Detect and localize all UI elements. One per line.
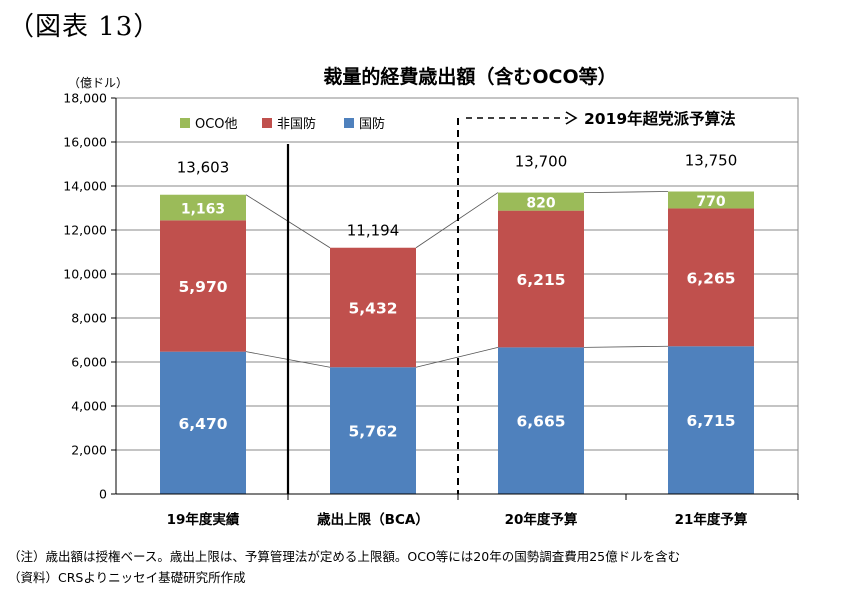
- x-tick-label: 21年度予算: [675, 511, 748, 528]
- x-tick-label: 歳出上限（BCA）: [317, 511, 429, 528]
- bar-value-label: 6,715: [686, 412, 735, 430]
- y-tick-label: 16,000: [63, 135, 107, 150]
- chart: 裁量的経費歳出額（含むOCO等） （億ドル） 6,470 5,970 1,163 13…: [63, 65, 799, 528]
- y-tick-label: 0: [99, 487, 107, 502]
- bar-value-label: 6,665: [516, 413, 565, 431]
- bar-segment: [330, 247, 416, 368]
- bar-value-label: 5,762: [348, 423, 397, 441]
- bar-segment: [668, 191, 754, 209]
- total-label: 13,603: [177, 159, 230, 177]
- annotation-label: 2019年超党派予算法: [584, 109, 736, 128]
- total-label: 13,700: [515, 153, 568, 171]
- y-tick-label: 2,000: [71, 443, 107, 458]
- annotations: 2019年超党派予算法: [286, 109, 736, 494]
- footnote: （注）歳出額は授権ベース。歳出上限は、予算管理法が定める上限額。OCO等には20…: [8, 549, 681, 564]
- bar-value-label: 6,215: [516, 271, 565, 289]
- bar-segment: [498, 192, 584, 211]
- y-tick-label: 6,000: [71, 355, 107, 370]
- bar-value-label: 5,970: [178, 278, 227, 296]
- connector-line: [583, 191, 669, 193]
- y-tick-label: 4,000: [71, 399, 107, 414]
- bar-segment: [160, 194, 246, 221]
- total-label: 11,194: [347, 222, 400, 240]
- legend-swatch: [262, 118, 272, 128]
- bar-segment: [668, 208, 754, 347]
- x-tick-label: 19年度実績: [167, 511, 240, 528]
- y-tick-label: 8,000: [71, 311, 107, 326]
- bar-segment: [498, 347, 584, 494]
- bar-value-label: 770: [696, 194, 725, 210]
- legend-label: OCO他: [195, 117, 238, 132]
- legend: OCO他 非国防 国防: [180, 116, 385, 132]
- figure-label: （図表 13）: [8, 12, 161, 42]
- bar-segment: [498, 210, 584, 348]
- bar-value-label: 5,432: [348, 299, 397, 317]
- total-label: 13,750: [685, 152, 738, 170]
- annotation-arrowhead-icon: [565, 111, 578, 125]
- bar-value-label: 1,163: [181, 202, 225, 218]
- bar-segment: [668, 346, 754, 494]
- bar-value-label: 6,265: [686, 269, 735, 287]
- bar-value-label: 6,470: [178, 415, 227, 433]
- bar-segment: [160, 220, 246, 352]
- y-tick-label: 14,000: [63, 179, 107, 194]
- legend-label: 非国防: [277, 116, 316, 132]
- legend-label: 国防: [359, 116, 385, 132]
- source-note: （資料）CRSよりニッセイ基礎研究所作成: [8, 570, 246, 585]
- legend-swatch: [344, 118, 354, 128]
- y-tick-label: 10,000: [63, 267, 107, 282]
- bar-segment: [330, 367, 416, 494]
- bars: 6,470 5,970 1,163 13,603 5,762 5,432 11,194 6,6…: [160, 152, 754, 494]
- connector-line: [415, 346, 499, 368]
- chart-title: 裁量的経費歳出額（含むOCO等）: [323, 65, 616, 88]
- axes: 0 2,000 4,000 6,000 8,000 10,000 12,000 14,000 1…: [63, 91, 799, 528]
- connector-line: [583, 345, 669, 348]
- legend-swatch: [180, 118, 190, 128]
- bar-segment: [160, 351, 246, 494]
- y-tick-label: 18,000: [63, 91, 107, 106]
- bar-value-label: 820: [526, 196, 555, 212]
- y-unit-label: （億ドル）: [68, 76, 128, 90]
- x-tick-label: 20年度予算: [505, 511, 578, 528]
- y-tick-label: 12,000: [63, 223, 107, 238]
